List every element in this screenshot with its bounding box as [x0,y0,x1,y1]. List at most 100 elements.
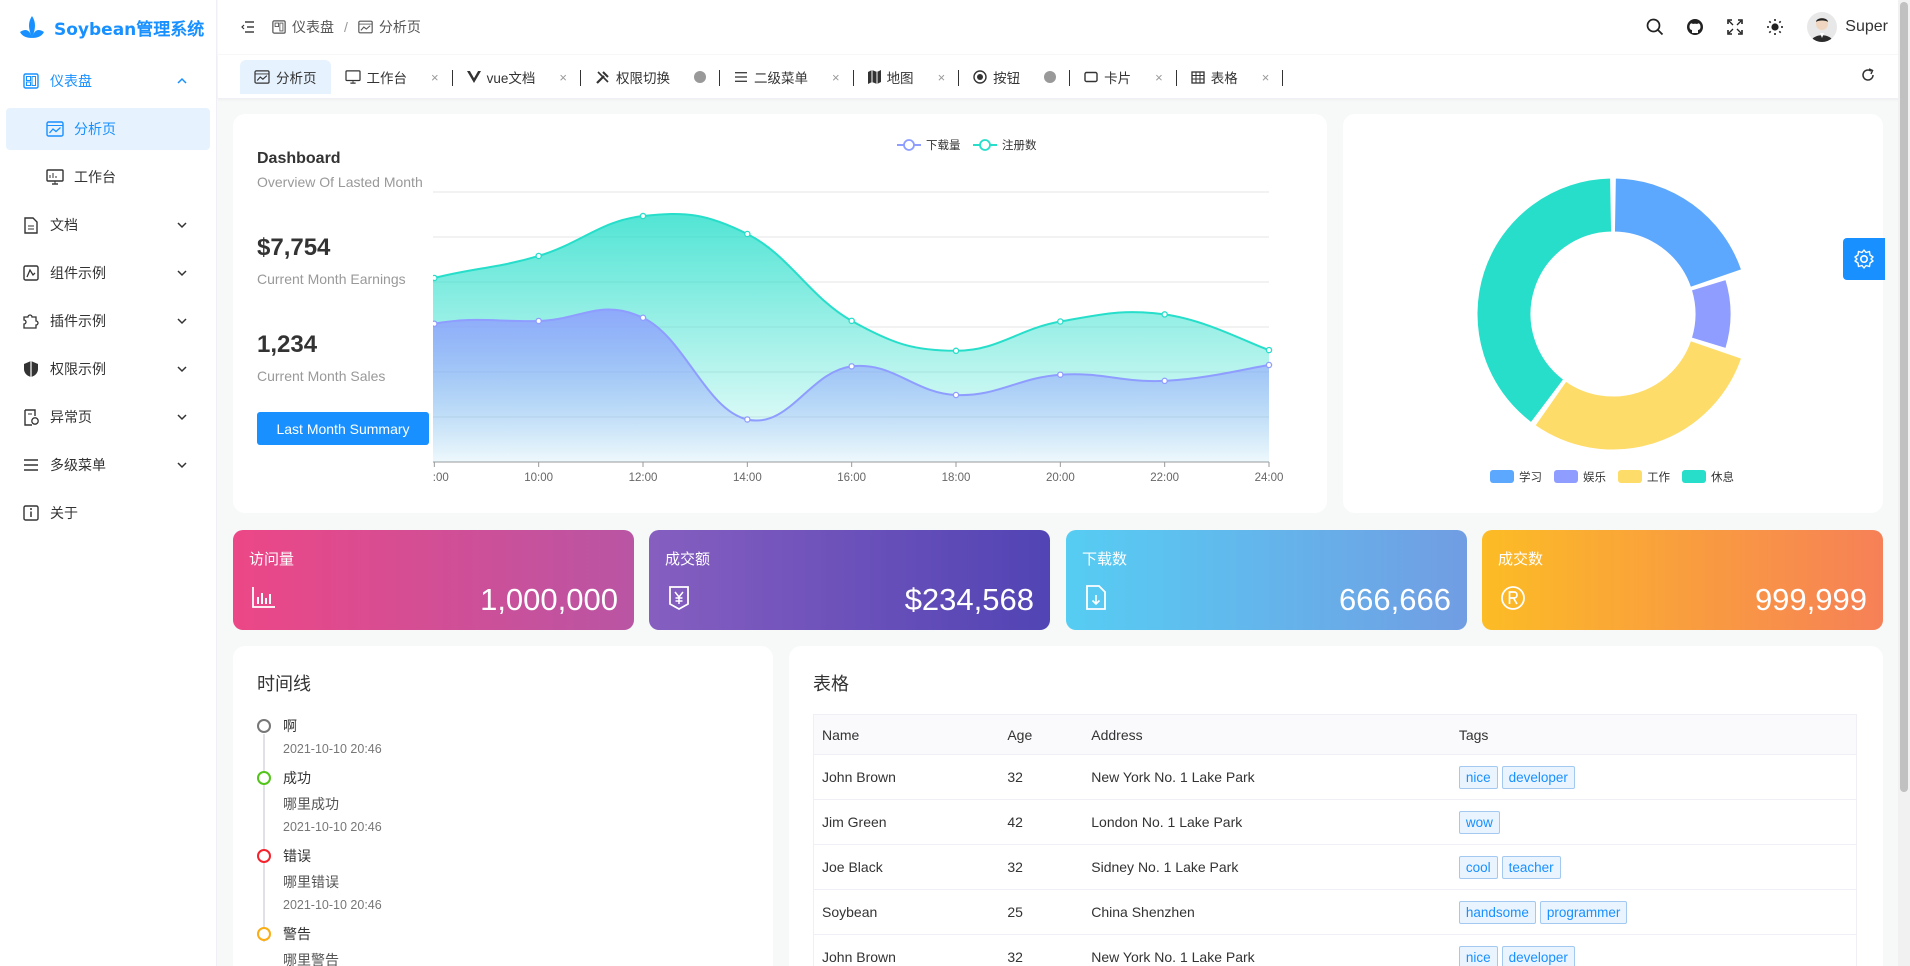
reload-button[interactable] [1860,67,1876,88]
page-scrollbar[interactable] [1898,0,1910,966]
data-point[interactable] [1161,311,1168,318]
menu-lines-icon [734,72,747,82]
data-point[interactable] [952,391,960,399]
sidebar-item-dashboard[interactable]: 仪表盘 [6,60,210,102]
cell-age: 25 [999,889,1084,935]
scrollbar-thumb[interactable] [1900,2,1908,792]
tab-cards[interactable]: 卡片 × [1070,60,1177,94]
data-point[interactable] [744,230,751,238]
breadcrumb-item-analysis[interactable]: 分析页 [378,19,421,35]
cell-address: New York No. 1 Lake Park [1083,934,1451,966]
component-icon [22,264,40,282]
legend-label[interactable]: 工作 [1647,471,1670,484]
data-point[interactable] [1057,371,1064,378]
exception-file-icon [22,408,40,426]
github-button[interactable] [1675,7,1715,47]
legend-label[interactable]: 注册数 [1002,138,1037,152]
close-icon[interactable]: × [1155,69,1163,85]
fullscreen-button[interactable] [1715,7,1755,47]
search-button[interactable] [1635,7,1675,47]
tab-workbench[interactable]: 工作台 × [331,60,453,94]
stat-card-turnover: 成交额 $234,568 [649,530,1050,630]
logo[interactable]: Soybean管理系统 [0,0,216,54]
data-point[interactable] [1057,318,1064,325]
legend-swatch[interactable] [1682,470,1706,483]
close-icon[interactable]: × [937,69,946,85]
sidebar-item-workbench[interactable]: 工作台 [6,156,210,198]
cell-tags: wow [1450,799,1857,845]
pie-slice[interactable] [1476,177,1613,424]
radio-button-icon [973,70,987,84]
table-row: Joe Black 32 Sidney No. 1 Lake Park cool tea… [813,844,1857,890]
pie-slice[interactable] [1613,177,1743,288]
legend-swatch[interactable] [1554,470,1578,483]
unsaved-dot-icon[interactable] [693,71,706,83]
dashboard-icon [22,72,40,90]
data-point[interactable] [1161,377,1168,385]
column-header[interactable]: Tags [1450,714,1857,755]
sidebar-item-label: 工作台 [74,169,116,185]
data-point[interactable] [433,274,438,282]
breadcrumb-item-dashboard[interactable]: 仪表盘 [292,19,334,35]
sidebar-item-exception[interactable]: 异常页 [6,396,210,438]
tab-submenu[interactable]: 二级菜单 × [720,60,854,94]
legend-label[interactable]: 下载量 [926,139,961,152]
legend-label[interactable]: 娱乐 [1583,470,1606,484]
tab-buttons[interactable]: 按钮 [959,60,1071,94]
unsaved-dot-icon[interactable] [1044,71,1057,83]
pie-slice[interactable] [1690,279,1732,349]
close-icon[interactable]: × [431,69,439,85]
sidebar-item-permission[interactable]: 权限示例 [6,348,210,390]
cell-address: China Shenzhen [1083,889,1451,935]
last-month-summary-button[interactable]: Last Month Summary [257,412,429,445]
close-icon[interactable]: × [831,69,840,85]
user-name[interactable]: Super [1845,18,1888,35]
legend-swatch[interactable] [1618,470,1642,483]
legend-marker[interactable] [979,139,991,151]
data-point[interactable] [952,347,960,355]
column-header[interactable]: Age [999,714,1084,755]
collapse-menu-button[interactable] [228,7,268,47]
stat-value: 666,666 [1338,582,1451,617]
sidebar-item-plugins[interactable]: 插件示例 [6,300,210,342]
tab-map[interactable]: 地图 × [854,60,960,94]
data-point[interactable] [639,314,647,322]
data-point[interactable] [848,363,855,370]
sidebar-item-analysis[interactable]: 分析页 [6,108,210,150]
tab-label: vue文档 [486,71,536,86]
sidebar-item-multi-menu[interactable]: 多级菜单 [6,444,210,486]
column-header[interactable]: Name [813,714,1000,755]
tab-analysis[interactable]: 分析页 [240,60,331,94]
sidebar-item-docs[interactable]: 文档 [6,204,210,246]
legend-label[interactable]: 休息 [1711,470,1734,484]
data-point[interactable] [535,317,542,325]
pie-slice[interactable] [1534,340,1743,451]
legend-swatch[interactable] [1490,470,1514,483]
sidebar-item-about[interactable]: 关于 [6,492,210,534]
data-point[interactable] [1265,346,1273,354]
legend-marker[interactable] [903,139,915,151]
settings-button[interactable] [1843,238,1885,280]
github-icon [1687,19,1704,35]
data-point[interactable] [744,416,751,423]
theme-toggle-button[interactable] [1755,7,1795,47]
data-point[interactable] [639,212,647,220]
sidebar-item-components[interactable]: 组件示例 [6,252,210,294]
data-point[interactable] [433,320,438,327]
data-point[interactable] [535,252,542,260]
close-icon[interactable]: × [559,69,567,85]
timeline-connector [263,786,265,864]
column-header[interactable]: Address [1083,714,1451,755]
tab-permission-switch[interactable]: 权限切换 [581,60,720,94]
cell-tags: cool teacher [1450,844,1857,890]
dashboard-card: Dashboard Overview Of Lasted Month $7,75… [233,114,1327,513]
data-point[interactable] [1265,361,1273,369]
legend-label[interactable]: 学习 [1519,470,1542,484]
avatar[interactable] [1807,12,1838,42]
data-point[interactable] [848,317,855,325]
close-icon[interactable]: × [1261,69,1270,85]
timeline-item-title: 啊 [283,718,297,734]
tab-table[interactable]: 表格 × [1177,60,1284,94]
map-icon [867,70,881,84]
tab-vue-docs[interactable]: vue文档 × [453,60,581,94]
